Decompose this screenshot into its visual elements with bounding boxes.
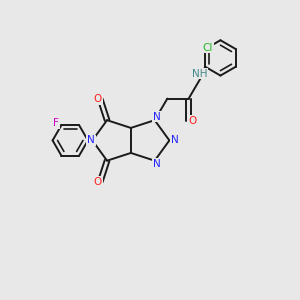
Text: F: F — [53, 118, 59, 128]
Text: N: N — [87, 135, 95, 146]
Text: Cl: Cl — [203, 43, 213, 52]
Text: NH: NH — [192, 68, 208, 79]
Text: N: N — [153, 112, 161, 122]
Text: N: N — [153, 159, 161, 169]
Text: O: O — [94, 177, 102, 187]
Text: O: O — [94, 94, 102, 104]
Text: O: O — [188, 116, 196, 126]
Text: N: N — [171, 135, 178, 146]
